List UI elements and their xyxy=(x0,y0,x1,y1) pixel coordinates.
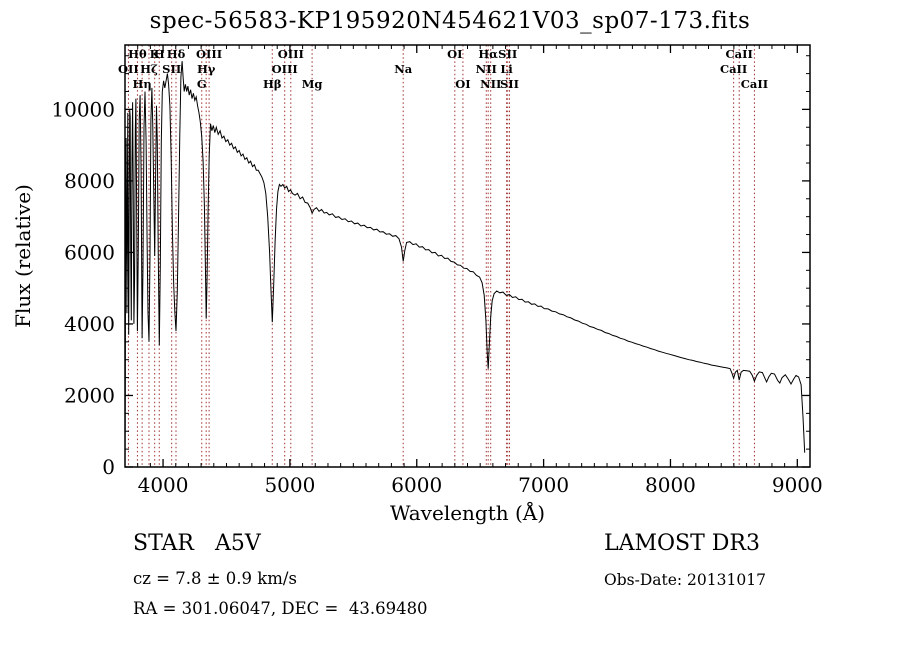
spectral-line-label: SII xyxy=(498,47,517,61)
object-classification: STAR A5V xyxy=(133,531,261,556)
plot-frame xyxy=(124,44,811,468)
spectral-line-label: H xyxy=(154,47,165,61)
spectral-line-label: OI xyxy=(455,77,470,91)
spectral-line-label: Hη xyxy=(133,77,152,91)
spectral-line-label: Hδ xyxy=(167,47,186,61)
spectral-line-label: OII xyxy=(118,62,139,76)
y-tick-label: 4000 xyxy=(64,312,115,336)
spectral-line-label: CaII xyxy=(741,77,768,91)
y-tick-label: 0 xyxy=(102,455,115,479)
spectral-line-label: Mg xyxy=(302,77,323,91)
x-axis-label: Wavelength (Å) xyxy=(390,500,545,525)
survey-release: LAMOST DR3 xyxy=(604,531,760,556)
x-tick-label: 6000 xyxy=(391,473,442,497)
x-tick-label: 4000 xyxy=(138,473,189,497)
spectral-line-label: SII xyxy=(500,77,519,91)
spectral-line-label: OIII xyxy=(196,47,222,61)
y-axis-label: Flux (relative) xyxy=(11,184,35,328)
spectrum-filename-title: spec-56583-KP195920N454621V03_sp07-173.f… xyxy=(149,8,751,34)
spectral-line-label: Hγ xyxy=(197,62,216,76)
cz-velocity: cz = 7.8 ± 0.9 km/s xyxy=(133,569,297,588)
spectral-line-label: OIII xyxy=(278,47,304,61)
spectral-line-label: CaII xyxy=(726,47,753,61)
spectral-line-label: NII xyxy=(480,77,501,91)
spectral-line-label: CaII xyxy=(720,62,747,76)
y-tick-label: 6000 xyxy=(64,240,115,264)
x-tick-label: 5000 xyxy=(264,473,315,497)
y-tick-label: 8000 xyxy=(64,169,115,193)
spectral-line-label: Hα xyxy=(478,47,498,61)
spectral-line-label: K xyxy=(150,47,161,61)
y-tick-label: 2000 xyxy=(64,383,115,407)
x-tick-label: 9000 xyxy=(772,473,823,497)
spectrum-line xyxy=(124,61,806,464)
spectral-line-label: Hζ xyxy=(140,62,158,76)
spectral-line-label: Hθ xyxy=(128,47,147,61)
x-tick-label: 8000 xyxy=(645,473,696,497)
spectral-line-label: OI xyxy=(447,47,462,61)
spectral-line-label: Hβ xyxy=(263,77,282,91)
y-tick-label: 10000 xyxy=(51,97,115,121)
observation-date: Obs-Date: 20131017 xyxy=(604,571,766,589)
spectral-line-label: G xyxy=(197,77,207,91)
spectral-line-label: NII xyxy=(476,62,497,76)
spectral-line-label: Li xyxy=(500,62,513,76)
x-tick-label: 7000 xyxy=(518,473,569,497)
ra-dec-coordinates: RA = 301.06047, DEC = 43.69480 xyxy=(133,599,428,618)
spectral-line-label: OIII xyxy=(272,62,298,76)
spectral-line-label: Na xyxy=(394,62,413,76)
spectral-line-label: SII xyxy=(162,62,181,76)
